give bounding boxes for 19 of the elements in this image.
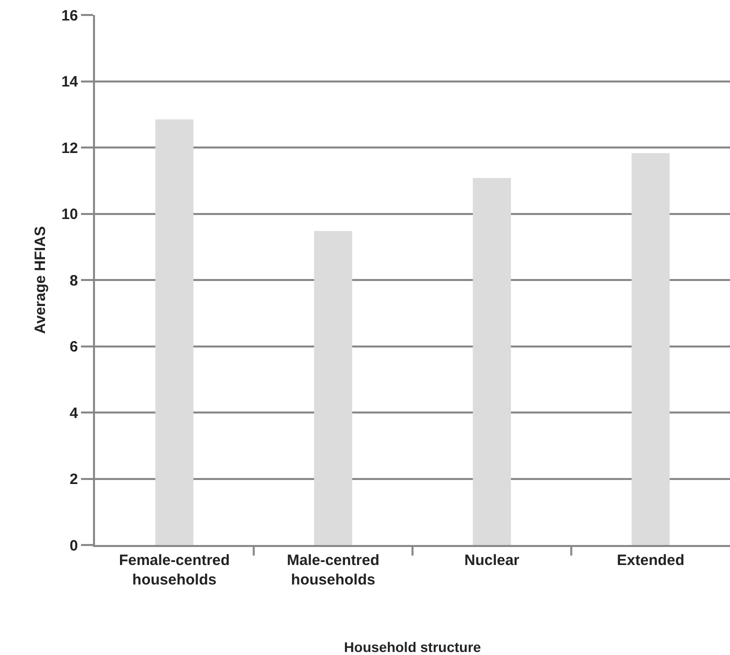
bar [155, 119, 194, 545]
x-tick-label: Extended [616, 552, 684, 569]
bar [314, 230, 352, 545]
y-tick-label: 8 [70, 272, 78, 290]
y-tick-label: 6 [70, 338, 78, 356]
y-tick-label: 0 [70, 537, 78, 554]
x-axis-title: Household structure [344, 639, 482, 655]
y-tick-label: 10 [61, 206, 78, 223]
y-tick-label: 2 [70, 471, 78, 488]
y-axis-title: Average HFIAS [32, 226, 50, 334]
y-tick-label: 4 [70, 404, 79, 422]
bar [472, 178, 511, 545]
x-tick-label: Nuclear [464, 552, 520, 569]
x-tick-label: Female-centred households [118, 552, 230, 588]
y-tick-label: 12 [61, 140, 78, 157]
y-tick-label: 16 [61, 7, 78, 24]
y-tick-label: 14 [61, 74, 79, 90]
x-tick-label: Male-centred households [286, 552, 380, 588]
bar [632, 153, 670, 545]
